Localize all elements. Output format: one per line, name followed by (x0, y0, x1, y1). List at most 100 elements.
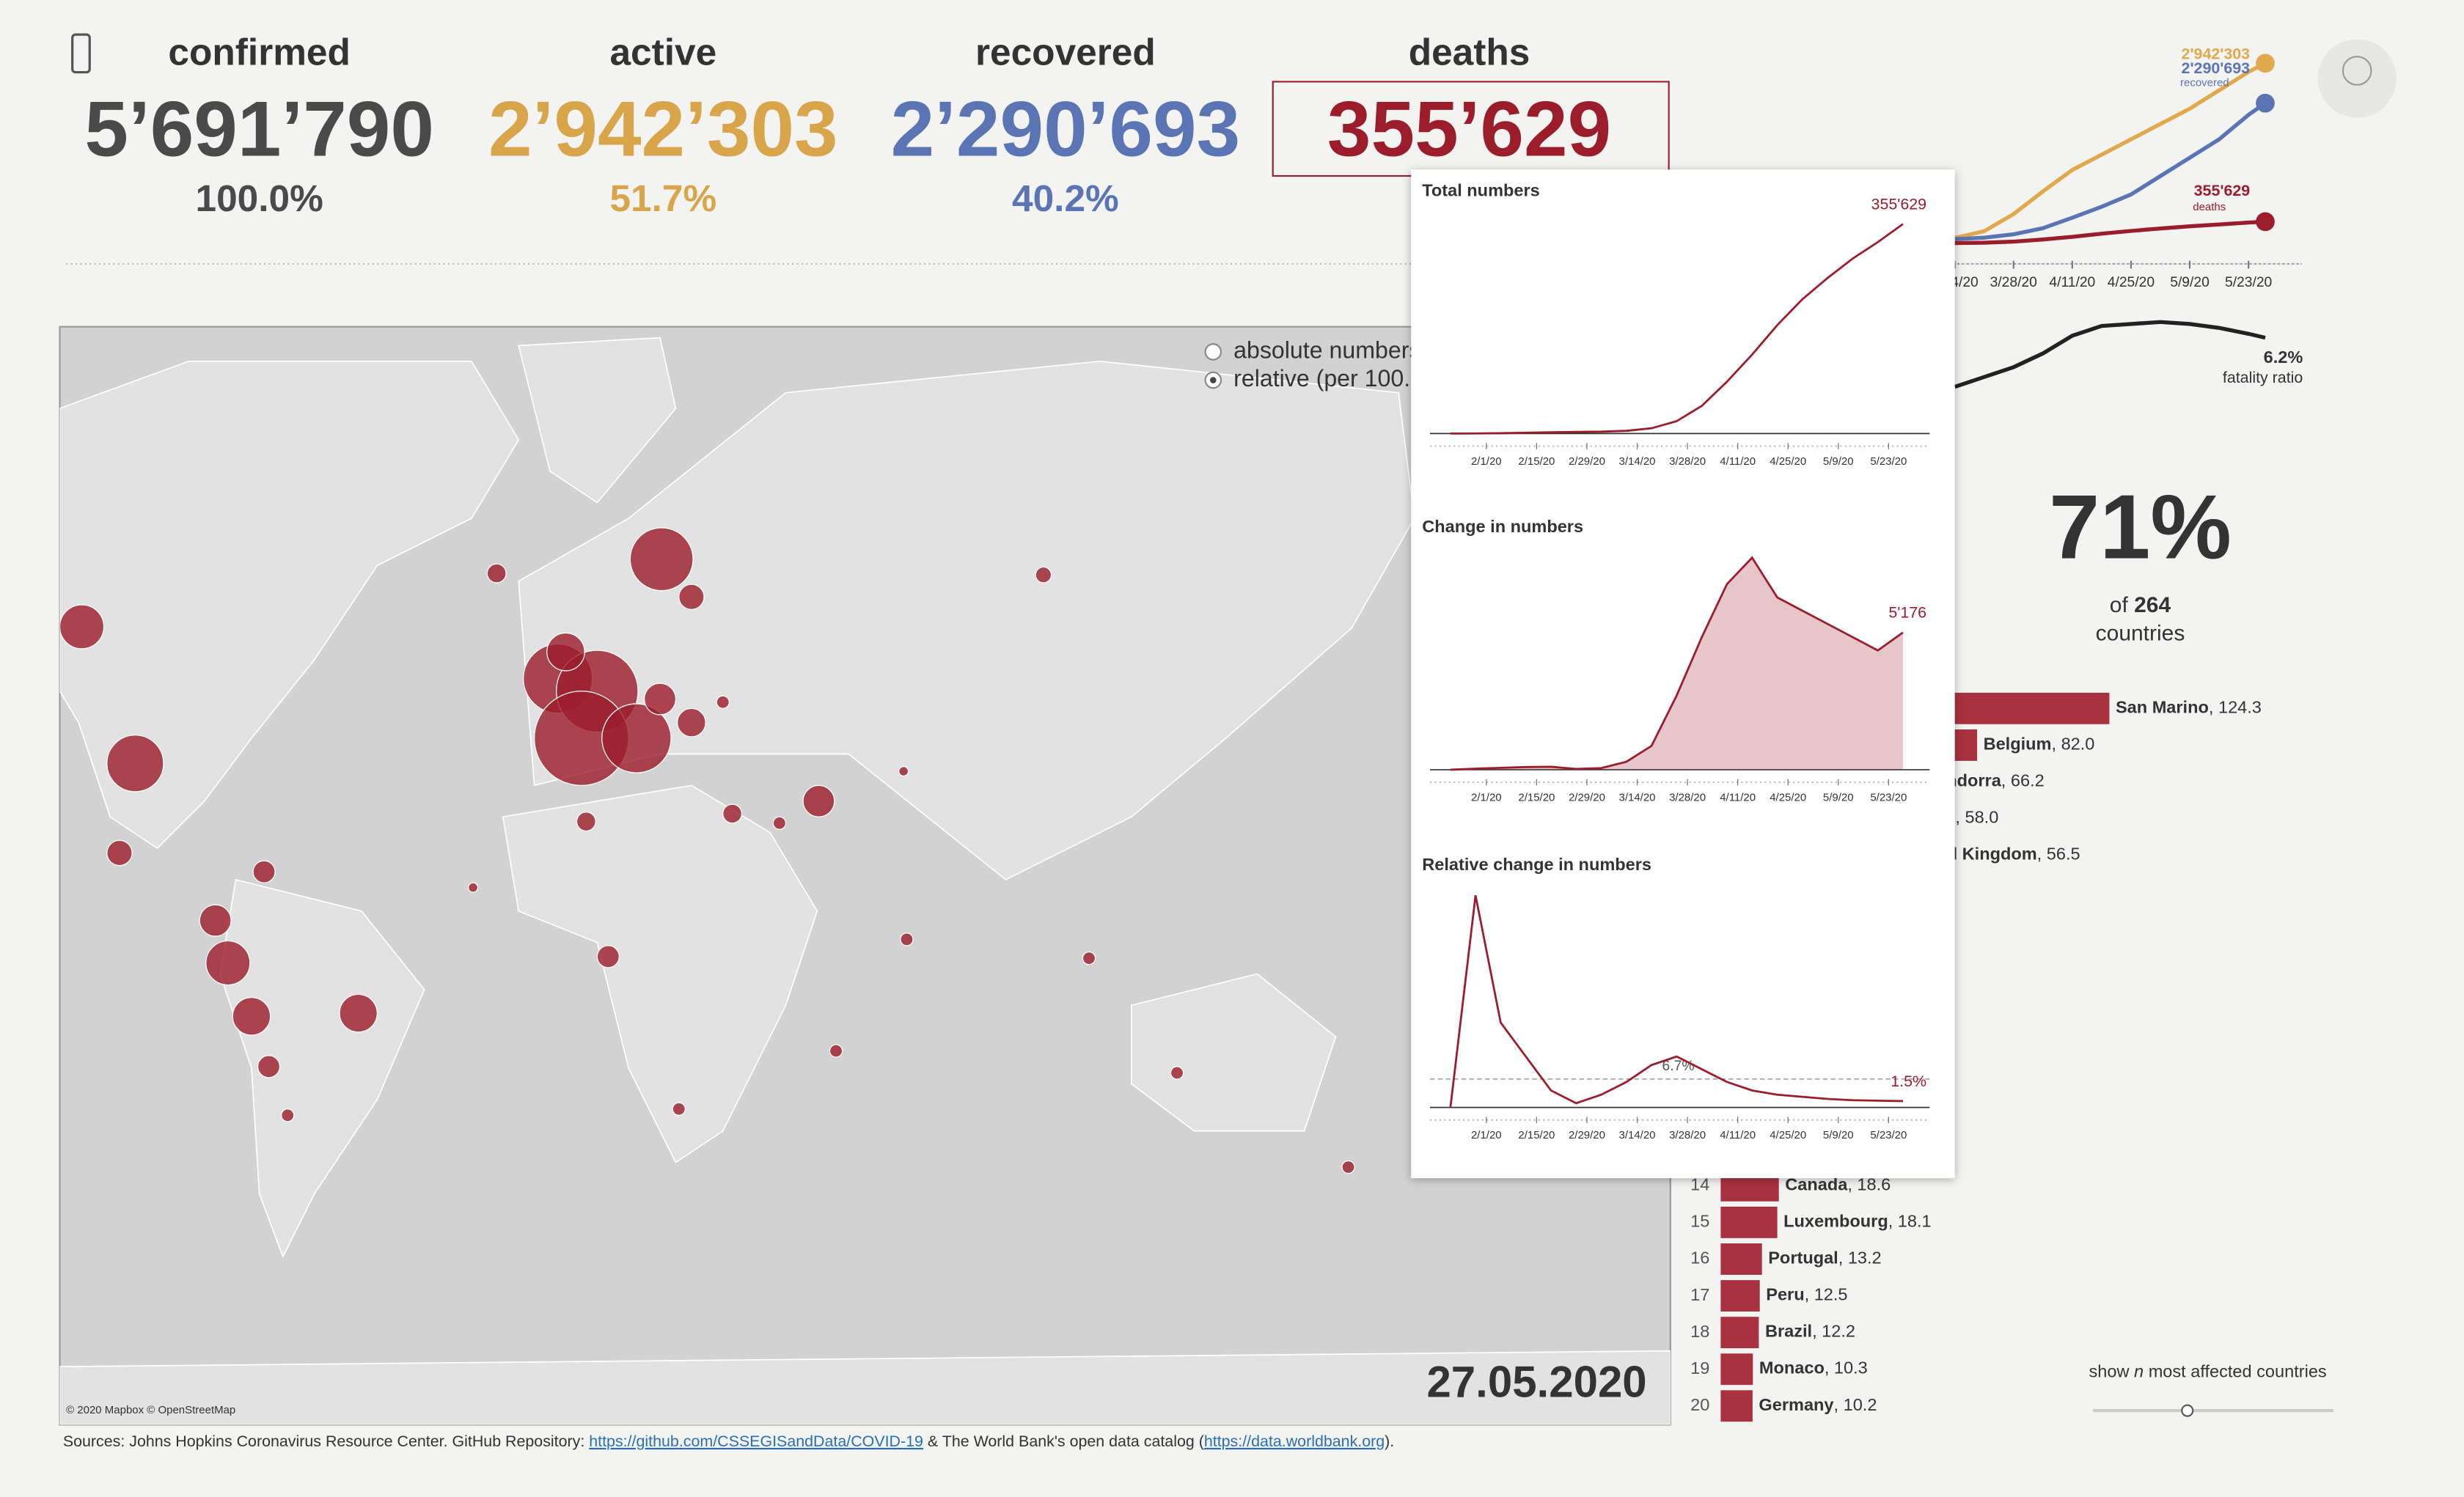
rank-bar[interactable] (1720, 1243, 1762, 1275)
panel-x-tick-label: 3/14/20 (1619, 1129, 1656, 1141)
avatar[interactable] (2317, 39, 2397, 118)
bubble[interactable] (281, 1108, 295, 1122)
bubble[interactable] (802, 784, 835, 817)
bubble[interactable] (643, 683, 677, 716)
bubble[interactable] (1082, 951, 1096, 965)
rank-bar[interactable] (1720, 1317, 1759, 1349)
slider-label: show n most affected countries (2089, 1362, 2327, 1381)
rank-number: 15 (1690, 1212, 1709, 1231)
bubble[interactable] (678, 584, 705, 611)
panel-x-tick-label: 5/9/20 (1823, 455, 1854, 468)
map-attribution: © 2020 Mapbox © OpenStreetMap (66, 1404, 235, 1416)
panel-line (1450, 556, 1904, 771)
map: © 2020 Mapbox © OpenStreetMap 27.05.2020… (59, 325, 1671, 1426)
slider: show n most affected countries (2089, 1362, 2334, 1417)
rank-label: Luxembourg, 18.1 (1783, 1212, 1932, 1231)
rank-label: Brazil, 12.2 (1765, 1322, 1855, 1341)
bubble[interactable] (829, 1044, 843, 1058)
rank-value: 13.2 (1848, 1248, 1882, 1268)
trend-line (1954, 61, 2267, 240)
rank-bar[interactable] (1720, 1280, 1760, 1312)
device-icon[interactable] (71, 33, 91, 74)
rank-number: 17 (1690, 1285, 1709, 1304)
stat-label: deaths (1409, 31, 1530, 73)
rank-bar[interactable] (1720, 1206, 1778, 1238)
rank-label: Monaco, 10.3 (1759, 1358, 1868, 1378)
radio-dot (1210, 377, 1217, 383)
source-link[interactable]: https://github.com/CSSEGISandData/COVID-… (589, 1432, 923, 1450)
bubble[interactable] (106, 839, 133, 867)
bubble[interactable] (898, 765, 909, 777)
rank-name: Brazil (1765, 1322, 1812, 1341)
rank-value: 56.5 (2047, 845, 2080, 864)
rank-separator: , (1812, 1322, 1822, 1341)
antarctica (59, 1350, 1671, 1425)
source-link[interactable]: https://data.worldbank.org (1204, 1432, 1385, 1450)
bubble[interactable] (900, 933, 914, 946)
trend-series-name: recovered (2180, 77, 2229, 89)
panel-line (1449, 895, 1903, 1108)
x-tick-label: 5/23/20 (2225, 275, 2272, 290)
bubble[interactable] (672, 1102, 686, 1116)
bubble[interactable] (199, 904, 232, 937)
x-tick-label: 4/11/20 (2049, 275, 2095, 290)
bubble[interactable] (576, 812, 596, 832)
bubble[interactable] (1035, 566, 1052, 584)
bubble[interactable] (629, 527, 694, 592)
bubble[interactable] (232, 996, 271, 1036)
bubble[interactable] (596, 945, 620, 968)
bubble[interactable] (1341, 1160, 1355, 1174)
panel-area (1450, 557, 1903, 770)
bubble[interactable] (722, 803, 743, 824)
rank-name: San Marino (2116, 698, 2209, 717)
bubble[interactable] (716, 695, 730, 710)
share-unit: countries (2096, 622, 2185, 646)
bubble[interactable] (772, 816, 787, 830)
rank-separator: , (2051, 735, 2061, 754)
panel-chart-title: Relative change in numbers (1422, 855, 1651, 874)
bubble[interactable] (252, 860, 276, 883)
bubble[interactable] (205, 940, 251, 986)
rank-separator: , (2037, 845, 2047, 864)
bubble[interactable] (601, 703, 672, 773)
bubble[interactable] (59, 604, 105, 650)
rank-label: Peru, 12.5 (1766, 1285, 1847, 1304)
bubble[interactable] (676, 707, 706, 738)
stat-percent: 51.7% (609, 177, 716, 219)
slider-label-end: most affected countries (2144, 1362, 2327, 1381)
rank-name: Monaco (1759, 1358, 1825, 1378)
panel-x-tick-label: 2/1/20 (1471, 1129, 1502, 1141)
rank-label: Belgium, 82.0 (1984, 735, 2095, 754)
trend-end-dot (2256, 93, 2275, 113)
radio-button[interactable] (1204, 343, 1222, 361)
panel-x-tick-label: 5/9/20 (1823, 791, 1854, 803)
panel-x-tick-label: 5/23/20 (1870, 791, 1907, 803)
detail-panel-background (1411, 169, 1955, 1179)
bubble[interactable] (546, 632, 585, 672)
bubble[interactable] (468, 882, 479, 893)
panel-x-tick-label: 2/1/20 (1471, 791, 1502, 803)
source-text: Sources: Johns Hopkins Coronavirus Resou… (63, 1432, 589, 1450)
rank-bar[interactable] (1720, 1390, 1753, 1422)
panel-x-tick-label: 5/9/20 (1823, 1129, 1854, 1141)
trend-value-label: 355'629 (2194, 182, 2251, 199)
trend-value-label: 2'290'693 (2182, 59, 2251, 77)
bubble[interactable] (339, 993, 378, 1033)
stat-percent: 100.0% (195, 177, 323, 219)
rank-bar[interactable] (1720, 1353, 1753, 1386)
bubble[interactable] (486, 563, 507, 584)
radio-label[interactable]: absolute numbers (1233, 336, 1420, 363)
bubbles (59, 527, 1355, 1174)
rank-name: Germany (1759, 1395, 1833, 1414)
stat-label: confirmed (168, 31, 350, 73)
fatality-value: 6.2% (2264, 347, 2303, 367)
bubble[interactable] (106, 735, 164, 792)
bubble[interactable] (257, 1055, 281, 1078)
slider-knob[interactable] (2181, 1404, 2194, 1417)
eurasia (518, 360, 1415, 880)
stat-value: 5’691’790 (84, 85, 434, 173)
stat-label: recovered (975, 31, 1156, 73)
panel-x-tick-label: 2/1/20 (1471, 455, 1502, 468)
bubble[interactable] (1170, 1066, 1184, 1080)
